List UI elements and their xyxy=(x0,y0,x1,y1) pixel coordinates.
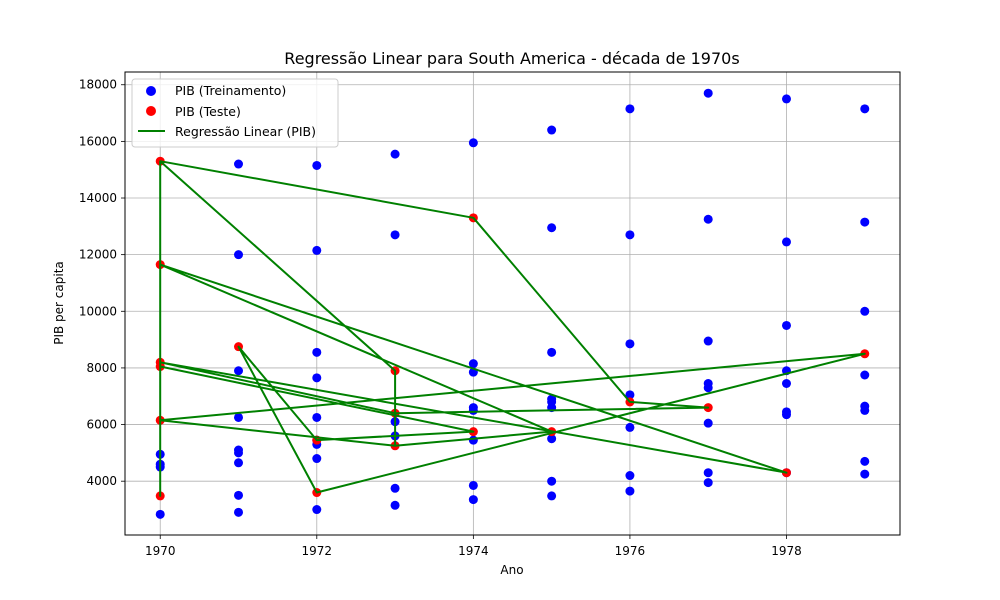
legend-label-train: PIB (Treinamento) xyxy=(175,83,286,98)
train-point xyxy=(860,401,870,411)
train-point xyxy=(468,435,478,445)
legend-label-regression: Regressão Linear (PIB) xyxy=(175,124,316,139)
train-point xyxy=(234,159,244,169)
train-point xyxy=(703,418,713,428)
train-point xyxy=(703,478,713,488)
train-point xyxy=(312,245,322,255)
train-point xyxy=(547,476,557,486)
train-point xyxy=(312,347,322,357)
x-tick-label: 1972 xyxy=(302,544,333,558)
train-point xyxy=(703,378,713,388)
train-point xyxy=(234,366,244,376)
plot-layer xyxy=(155,88,870,519)
train-point xyxy=(547,223,557,233)
train-point xyxy=(547,125,557,135)
legend-marker-test xyxy=(146,106,156,116)
train-point xyxy=(312,373,322,383)
train-point xyxy=(312,454,322,464)
train-point xyxy=(781,378,791,388)
legend-label-test: PIB (Teste) xyxy=(175,104,241,119)
train-point xyxy=(312,160,322,170)
train-point xyxy=(234,490,244,500)
train-point xyxy=(703,336,713,346)
x-tick-label: 1978 xyxy=(771,544,802,558)
y-tick-label: 4000 xyxy=(86,474,117,488)
y-tick-label: 10000 xyxy=(79,304,117,318)
x-tick-label: 1976 xyxy=(615,544,646,558)
plot-frame xyxy=(124,71,901,536)
train-point xyxy=(860,104,870,114)
y-tick-label: 6000 xyxy=(86,418,117,432)
regression-line xyxy=(159,160,866,497)
train-point xyxy=(234,412,244,422)
train-point xyxy=(547,394,557,404)
train-point xyxy=(234,250,244,260)
x-axis-label: Ano xyxy=(500,563,523,577)
train-point xyxy=(390,149,400,159)
chart-title: Regressão Linear para South America - dé… xyxy=(284,49,739,68)
x-tick-label: 1974 xyxy=(458,544,489,558)
train-point xyxy=(468,138,478,148)
train-point xyxy=(860,370,870,380)
train-point xyxy=(155,509,165,519)
train-point xyxy=(860,456,870,466)
train-point xyxy=(781,237,791,247)
train-point xyxy=(625,339,635,349)
train-point xyxy=(547,347,557,357)
train-point xyxy=(468,495,478,505)
train-point xyxy=(390,230,400,240)
tick-layer: 1970 1972 1974 1976 1978 4000 6000 8000 10000 120… xyxy=(79,78,802,558)
train-point xyxy=(468,480,478,490)
train-point xyxy=(390,483,400,493)
y-axis-label: PIB per capita xyxy=(52,261,66,345)
train-point xyxy=(547,434,557,444)
y-tick-label: 8000 xyxy=(86,361,117,375)
train-point xyxy=(781,94,791,104)
train-point xyxy=(625,471,635,481)
train-point xyxy=(625,486,635,496)
y-tick-label: 12000 xyxy=(79,248,117,262)
train-point xyxy=(625,390,635,400)
train-point xyxy=(625,230,635,240)
y-tick-label: 14000 xyxy=(79,191,117,205)
train-point xyxy=(390,500,400,510)
grid-layer xyxy=(125,72,900,535)
train-point xyxy=(860,306,870,316)
train-point xyxy=(547,491,557,501)
train-point xyxy=(860,469,870,479)
train-point xyxy=(860,217,870,227)
train-point xyxy=(703,468,713,478)
train-point xyxy=(625,422,635,432)
x-tick-label: 1970 xyxy=(145,544,176,558)
train-point xyxy=(703,88,713,98)
y-tick-label: 16000 xyxy=(79,134,117,148)
train-point xyxy=(312,412,322,422)
train-point xyxy=(625,104,635,114)
train-point xyxy=(234,458,244,468)
train-point xyxy=(468,403,478,413)
legend: PIB (Treinamento) PIB (Teste) Regressão … xyxy=(131,78,339,148)
train-point xyxy=(781,407,791,417)
train-point xyxy=(468,359,478,369)
train-point xyxy=(781,320,791,330)
train-point xyxy=(703,214,713,224)
legend-box xyxy=(131,78,339,148)
train-point xyxy=(234,507,244,517)
legend-marker-train xyxy=(146,86,156,96)
train-point xyxy=(312,505,322,515)
train-point xyxy=(234,445,244,455)
y-tick-label: 18000 xyxy=(79,78,117,92)
